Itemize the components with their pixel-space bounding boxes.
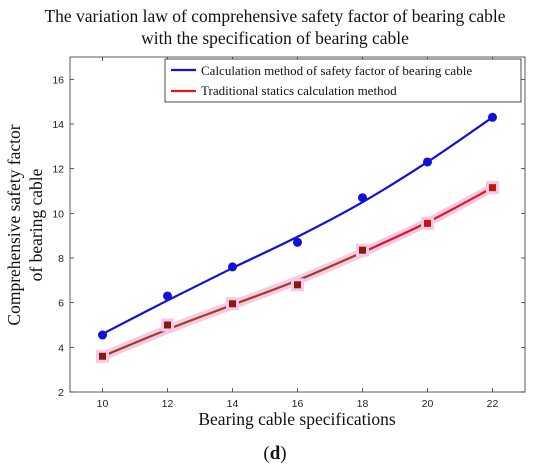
series-1-marker xyxy=(98,330,107,340)
y-axis-label-line2: of bearing cable xyxy=(26,168,46,281)
chart-title-line2: with the specification of bearing cable xyxy=(141,28,409,48)
series-1-marker xyxy=(293,237,302,247)
series-1-marker xyxy=(163,291,172,301)
chart-title-line1: The variation law of comprehensive safet… xyxy=(44,6,505,26)
x-tick-label: 22 xyxy=(487,398,499,410)
y-axis-label-line1: Comprehensive safety factor xyxy=(4,124,24,325)
series-2-marker xyxy=(164,321,171,329)
series-1-marker xyxy=(423,157,432,167)
x-tick-label: 18 xyxy=(357,398,369,410)
y-tick-label: 16 xyxy=(52,74,64,86)
y-tick-label: 8 xyxy=(58,253,64,265)
series-2-marker xyxy=(294,281,301,289)
series-layer xyxy=(96,112,499,363)
panel-label: (d) xyxy=(263,443,286,464)
series-1-marker xyxy=(488,112,497,122)
y-tick-label: 2 xyxy=(58,387,64,399)
series-1-marker xyxy=(358,193,367,203)
series-2-marker xyxy=(229,300,236,308)
legend-label-series-2: Traditional statics calculation method xyxy=(201,83,397,98)
series-2-marker xyxy=(99,352,106,360)
panel-letter: d xyxy=(270,443,281,464)
legend-label-series-1: Calculation method of safety factor of b… xyxy=(201,63,472,78)
series-1-marker xyxy=(228,262,237,272)
series-2-marker xyxy=(424,219,431,227)
y-tick-label: 12 xyxy=(52,164,64,176)
x-tick-label: 10 xyxy=(97,398,109,410)
series-2-marker xyxy=(489,184,496,192)
y-tick-label: 10 xyxy=(52,208,64,220)
x-tick-label: 20 xyxy=(422,398,434,410)
legend-box xyxy=(164,58,522,103)
x-tick-label: 14 xyxy=(227,398,239,410)
series-2-marker xyxy=(359,246,366,254)
x-axis-ticks: 10 12 14 16 18 20 22 xyxy=(97,57,499,410)
x-tick-label: 12 xyxy=(162,398,174,410)
y-tick-label: 4 xyxy=(58,342,64,354)
legend: Calculation method of safety factor of b… xyxy=(164,58,522,103)
y-tick-label: 6 xyxy=(58,298,64,310)
y-axis-ticks: 2 4 6 8 10 12 14 16 xyxy=(52,74,525,399)
x-axis-label: Bearing cable specifications xyxy=(198,409,395,429)
x-tick-label: 16 xyxy=(292,398,304,410)
y-tick-label: 14 xyxy=(52,119,64,131)
